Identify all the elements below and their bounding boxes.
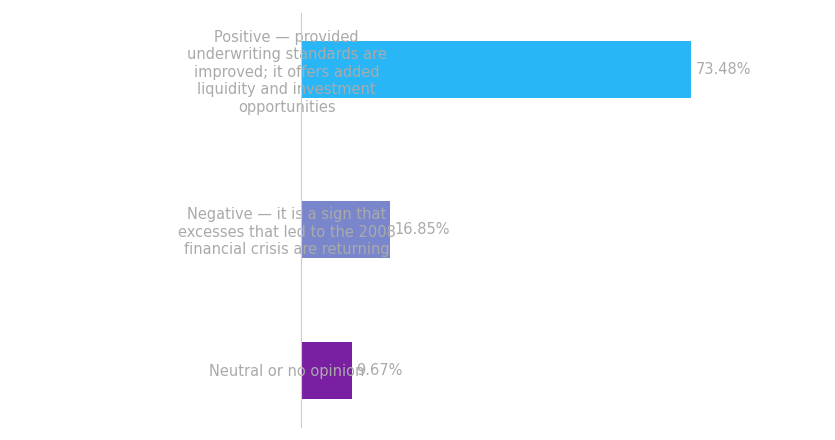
- Text: 9.67%: 9.67%: [357, 363, 402, 378]
- Bar: [301, 342, 352, 399]
- Bar: [301, 201, 390, 257]
- Text: 16.85%: 16.85%: [394, 222, 450, 237]
- Bar: [301, 41, 691, 98]
- Text: 73.48%: 73.48%: [696, 62, 751, 77]
